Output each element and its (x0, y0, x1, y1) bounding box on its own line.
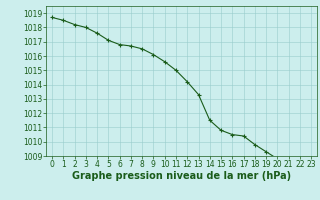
X-axis label: Graphe pression niveau de la mer (hPa): Graphe pression niveau de la mer (hPa) (72, 171, 291, 181)
